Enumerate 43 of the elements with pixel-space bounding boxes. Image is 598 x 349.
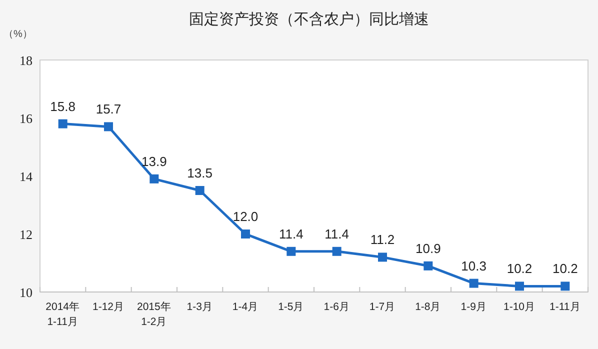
y-tick-label: 18 bbox=[20, 53, 32, 68]
y-tick-label: 16 bbox=[20, 111, 33, 126]
point bbox=[424, 261, 433, 270]
x-tick-label: 1-3月 bbox=[186, 301, 213, 313]
chart-title: 固定资产投资（不含农户）同比增速 bbox=[189, 11, 429, 28]
x-tick-label: 2014年 1-11月 bbox=[46, 301, 80, 328]
point bbox=[241, 230, 250, 238]
y-tick-label: 10 bbox=[20, 285, 32, 300]
data-label: 15.7 bbox=[96, 102, 122, 117]
data-label: 11.2 bbox=[370, 232, 395, 248]
x-tick-label: 1-4月 bbox=[232, 301, 259, 313]
y-axis-title: （%） bbox=[4, 29, 32, 40]
y-tick-label: 12 bbox=[20, 227, 32, 242]
data-label: 15.8 bbox=[50, 98, 76, 114]
point bbox=[515, 282, 524, 291]
point bbox=[286, 246, 296, 256]
data-label: 10.2 bbox=[506, 261, 532, 276]
y-tick-label: 14 bbox=[20, 169, 33, 184]
data-label: 11.4 bbox=[278, 226, 304, 242]
point bbox=[195, 186, 204, 195]
x-tick-label: 1-8月 bbox=[415, 301, 442, 313]
data-label: 13.9 bbox=[142, 154, 167, 169]
x-tick-label: 1-11月 bbox=[550, 301, 581, 313]
point bbox=[150, 174, 159, 184]
point bbox=[58, 119, 68, 128]
data-label: 10.3 bbox=[461, 258, 486, 274]
data-label: 12.0 bbox=[232, 209, 258, 224]
x-tick-label: 2015年 1-2月 bbox=[136, 301, 172, 328]
point bbox=[332, 246, 342, 256]
data-label: 13.5 bbox=[187, 166, 212, 180]
x-tick-label: 1-5月 bbox=[278, 301, 304, 313]
point bbox=[378, 252, 387, 262]
point bbox=[469, 278, 478, 288]
point bbox=[560, 282, 570, 291]
data-label: 11.4 bbox=[324, 226, 350, 242]
x-tick-label: 1-6月 bbox=[324, 301, 350, 313]
x-tick-label: 1-10月 bbox=[503, 301, 536, 313]
data-label: 10.9 bbox=[416, 240, 441, 256]
x-tick-label: 1-12月 bbox=[92, 301, 125, 313]
data-label: 10.2 bbox=[552, 261, 578, 276]
point bbox=[104, 122, 113, 132]
x-tick-label: 1-7月 bbox=[369, 301, 396, 313]
x-tick-label: 1-9月 bbox=[460, 301, 487, 313]
